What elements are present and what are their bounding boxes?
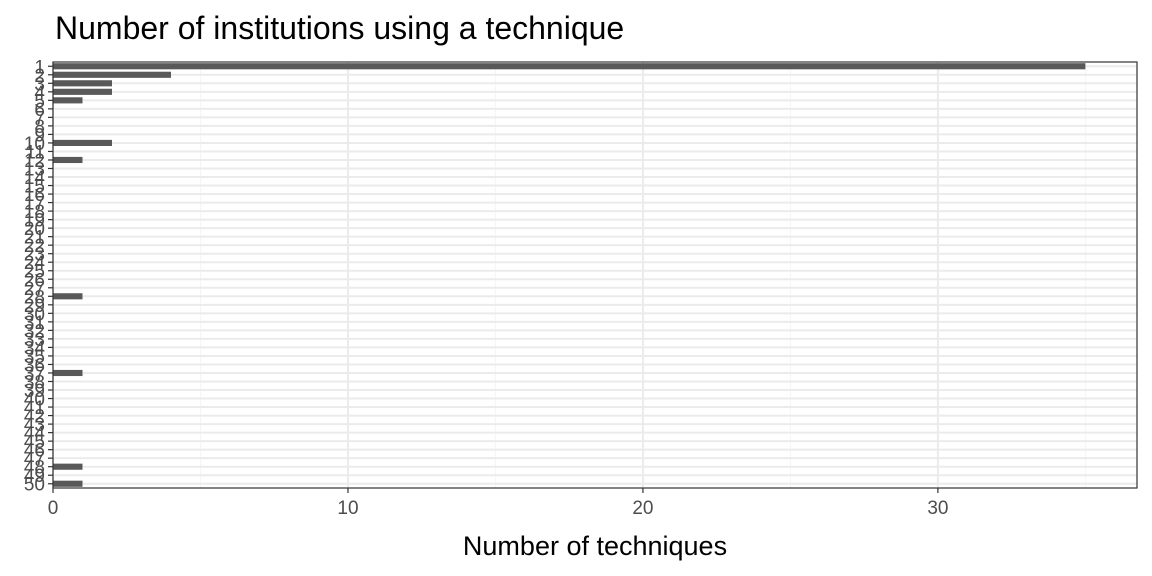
y-tick-label: 48 <box>24 458 45 479</box>
bar-4 <box>53 88 112 95</box>
bar-50 <box>53 480 83 487</box>
y-tick-label: 27 <box>24 279 45 300</box>
y-tick-label: 41 <box>24 398 45 419</box>
y-tick-label: 32 <box>24 321 45 342</box>
y-tick-label: 47 <box>24 449 45 470</box>
y-tick-label: 9 <box>34 125 45 146</box>
y-tick-label: 43 <box>24 415 45 436</box>
bar-1 <box>53 63 1086 70</box>
y-tick-label: 34 <box>24 338 46 359</box>
y-tick-label: 35 <box>24 347 45 368</box>
x-axis-label: Number of techniques <box>463 531 727 561</box>
y-tick-label: 8 <box>34 117 45 138</box>
y-tick-label: 28 <box>24 287 45 308</box>
bar-2 <box>53 71 171 78</box>
y-tick-label: 17 <box>24 194 45 215</box>
y-tick-label: 12 <box>24 151 45 172</box>
y-tick-label: 15 <box>24 177 45 198</box>
y-tick-label: 44 <box>24 424 46 445</box>
bar-3 <box>53 80 112 87</box>
y-tick-label: 46 <box>24 441 45 462</box>
y-tick-label: 11 <box>25 142 45 163</box>
y-tick-label: 33 <box>24 330 45 351</box>
bar-10 <box>53 139 112 147</box>
y-tick-label: 31 <box>24 313 45 334</box>
y-tick-label: 25 <box>24 262 45 283</box>
y-tick-label: 7 <box>34 108 45 129</box>
y-tick-label: 45 <box>24 432 45 453</box>
x-tick-label: 10 <box>337 498 358 519</box>
y-tick-label: 14 <box>24 168 46 189</box>
y-tick-label: 49 <box>24 466 45 487</box>
y-tick-label: 30 <box>24 304 45 325</box>
panel-background <box>53 62 1137 488</box>
y-tick-label: 2 <box>34 66 45 87</box>
y-axis-ticks: 1234567891011121314151617181920212223242… <box>24 57 53 496</box>
y-tick-label: 26 <box>24 270 45 291</box>
grid-lines <box>52 62 1137 488</box>
y-tick-label: 37 <box>24 364 45 385</box>
y-tick-label: 4 <box>34 83 45 104</box>
y-tick-label: 21 <box>24 228 45 249</box>
y-tick-label: 13 <box>24 160 45 181</box>
y-tick-label: 3 <box>34 74 45 95</box>
bar-12 <box>53 156 83 164</box>
y-tick-label: 18 <box>24 202 45 223</box>
bar-5 <box>53 97 83 104</box>
x-tick-label: 30 <box>927 498 948 519</box>
y-tick-label: 1 <box>34 57 45 78</box>
y-tick-label: 16 <box>24 185 45 206</box>
y-tick-label: 10 <box>24 134 45 155</box>
x-axis-ticks: 0 10 20 30 <box>48 488 948 519</box>
y-tick-label: 40 <box>24 390 45 411</box>
y-tick-label: 6 <box>34 100 45 121</box>
y-tick-label: 5 <box>34 91 45 112</box>
y-tick-label: 24 <box>24 253 46 274</box>
y-tick-label: 20 <box>24 219 45 240</box>
y-tick-label: 42 <box>24 407 45 428</box>
y-tick-label: 36 <box>24 355 45 376</box>
y-tick-label: 39 <box>24 381 45 402</box>
y-tick-label: 19 <box>24 211 45 232</box>
bar-28 <box>53 293 83 300</box>
y-tick-label: 22 <box>24 236 45 257</box>
panel-border <box>52 61 1138 489</box>
x-tick-label: 0 <box>48 498 59 519</box>
bars <box>53 63 1086 487</box>
x-tick-label: 20 <box>632 498 653 519</box>
bar-48 <box>53 463 83 470</box>
y-tick-label: 38 <box>24 373 45 394</box>
y-tick-label: 29 <box>24 296 45 317</box>
y-tick-label: 23 <box>24 245 45 266</box>
bar-37 <box>53 369 83 377</box>
y-tick-label: 50 <box>24 475 45 496</box>
chart-title: Number of institutions using a technique <box>55 10 624 46</box>
